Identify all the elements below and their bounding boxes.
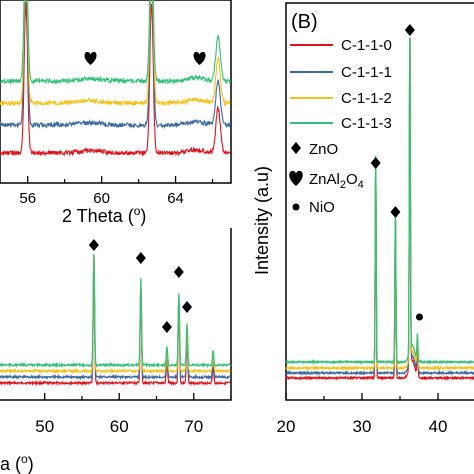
panel-b-ticks: 20 30 40 xyxy=(277,393,448,436)
panel-b-legend: C-1-1-0 C-1-1-1 C-1-1-2 C-1-1-3 ZnO ZnAl… xyxy=(289,37,392,216)
panel-a: 50 60 70 a (o) xyxy=(0,228,232,474)
inset-znal2o4-heart-icon xyxy=(193,51,206,65)
circle-icon xyxy=(292,203,300,211)
panel-b-tick-label: 20 xyxy=(277,417,296,436)
panel-a-series-C-1-1-2 xyxy=(0,255,231,375)
panel-a-tick-label: 60 xyxy=(110,417,129,436)
heart-icon xyxy=(289,170,303,186)
legend-label-c113: C-1-1-3 xyxy=(341,115,392,132)
inset-ticks: 56 60 64 xyxy=(19,176,214,207)
legend-label-c112: C-1-1-2 xyxy=(341,90,392,107)
panel-b-series-C-1-1-2 xyxy=(285,37,474,372)
inset-frame xyxy=(0,0,232,184)
inset-tick-label: 64 xyxy=(167,190,184,207)
panel-b-zno-diamond-icon xyxy=(370,157,381,169)
panel-a-zno-diamond-icon xyxy=(88,239,99,251)
panel-a-series-C-1-1-1 xyxy=(0,255,232,381)
panel-b-series-C-1-1-0 xyxy=(285,37,474,381)
legend-label-zno: ZnO xyxy=(309,141,338,158)
panel-b-series-C-1-1-3 xyxy=(285,37,474,366)
panel-a-inset: 56 60 64 2 Theta (o) xyxy=(0,0,232,226)
panel-b-zno-diamond-icon xyxy=(390,206,401,218)
panel-b-tick-label: 30 xyxy=(353,417,372,436)
legend-label-znal2o4: ZnAl2O4 xyxy=(309,171,364,191)
panel-b-frame xyxy=(285,2,474,401)
panel-a-series-C-1-1-3 xyxy=(0,254,232,369)
inset-markers xyxy=(84,51,206,65)
panel-a-xlabel: a (o) xyxy=(0,452,34,474)
inset-series-C-1-1-2 xyxy=(0,0,231,108)
panel-a-axis-frame xyxy=(0,228,232,401)
panel-a-series-group xyxy=(0,254,232,387)
panel-a-markers xyxy=(88,239,193,333)
inset-tick-label: 56 xyxy=(19,190,36,207)
legend-label-c111: C-1-1-1 xyxy=(341,64,392,81)
panel-a-zno-diamond-icon xyxy=(135,252,146,264)
inset-tick-label: 60 xyxy=(93,190,110,207)
panel-b-label: (B) xyxy=(291,11,318,33)
panel-b: 20 30 40 (B) Intensity (a.u) C-1-1-0 C-1-1… xyxy=(252,2,474,436)
inset-znal2o4-heart-icon xyxy=(84,51,97,65)
panel-b-ylabel: Intensity (a.u) xyxy=(252,166,272,275)
panel-a-zno-diamond-icon xyxy=(182,301,193,313)
panel-b-series-C-1-1-1 xyxy=(285,37,474,376)
inset-xlabel: 2 Theta (o) xyxy=(62,204,146,226)
legend-label-nio: NiO xyxy=(309,199,335,216)
panel-a-zno-diamond-icon xyxy=(173,266,184,278)
panel-b-zno-diamond-icon xyxy=(404,24,415,36)
panel-a-ticks: 50 60 70 xyxy=(35,393,232,436)
panel-a-series-C-1-1-0 xyxy=(0,254,231,387)
inset-series-C-1-1-1 xyxy=(0,0,232,130)
panel-b-tick-label: 40 xyxy=(429,417,448,436)
panel-a-tick-label: 70 xyxy=(184,417,203,436)
panel-a-tick-label: 50 xyxy=(35,417,54,436)
inset-series-group xyxy=(0,0,232,158)
legend-label-c110: C-1-1-0 xyxy=(341,37,392,54)
panel-b-nio-circle-icon xyxy=(415,313,423,321)
panel-b-markers xyxy=(370,24,423,321)
panel-b-series-group xyxy=(285,37,474,381)
inset-series-C-1-1-0 xyxy=(0,2,231,158)
panel-a-zno-diamond-icon xyxy=(161,321,172,333)
diamond-icon xyxy=(291,142,301,154)
inset-series-C-1-1-3 xyxy=(0,0,232,86)
